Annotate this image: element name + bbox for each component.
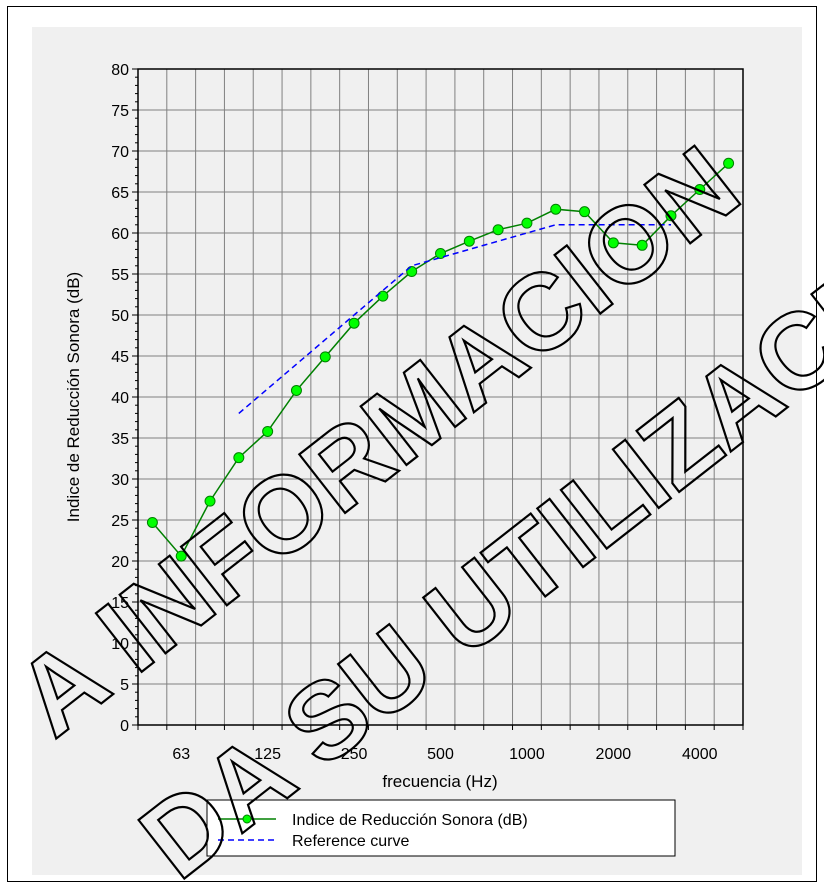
image-frame: 0 5 10 15 20 25 30 35 40 45 50 55 60 65 70 75 80 63 125 25… [7,6,817,882]
y-tick-label: 20 [111,554,129,571]
y-tick-label: 15 [111,595,129,612]
legend: Indice de Reducción Sonora (dB) Referenc… [206,799,676,857]
y-tick-label: 45 [111,349,129,366]
x-tick-label: 500 [427,746,454,763]
legend-label-sound-reduction: Indice de Reducción Sonora (dB) [292,812,528,829]
data-point-sound-reduction [175,550,187,562]
x-tick-label: 4000 [682,746,718,763]
data-point-sound-reduction [204,495,216,507]
data-point-sound-reduction [463,235,475,247]
grid [138,69,743,725]
data-point-sound-reduction [665,210,677,222]
frequency-response-chart: 0 5 10 15 20 25 30 35 40 45 50 55 60 65 70 75 80 63 125 25… [64,62,744,857]
data-point-sound-reduction [521,217,533,229]
x-axis-label: frecuencia (Hz) [382,772,497,791]
y-tick-label: 75 [111,103,129,120]
data-point-sound-reduction [636,239,648,251]
data-point-sound-reduction [550,203,562,215]
legend-label-reference: Reference curve [292,833,409,850]
y-tick-label: 55 [111,267,129,284]
data-point-sound-reduction [262,425,274,437]
data-point-sound-reduction [406,266,418,278]
series-layer [146,157,735,562]
data-point-sound-reduction [435,248,446,259]
y-tick-label: 50 [111,308,129,325]
y-tick-label: 60 [111,226,129,243]
x-tick-label: 63 [172,746,190,763]
y-tick-label: 80 [111,62,129,79]
legend-marker-sound-reduction [242,814,252,824]
y-axis-ticks: 0 5 10 15 20 25 30 35 40 45 50 55 60 65 70 75 80 [111,62,138,735]
y-tick-label: 40 [111,390,129,407]
y-axis-label: Indice de Reducción Sonora (dB) [64,272,83,522]
data-point-sound-reduction [377,290,389,302]
x-tick-label: 250 [341,746,368,763]
series-line-reference [238,224,671,414]
data-point-sound-reduction [492,224,504,236]
series-line-sound-reduction [151,162,730,558]
x-tick-label: 2000 [596,746,632,763]
data-point-sound-reduction [723,157,735,169]
legend-box [206,799,676,857]
data-point-sound-reduction [233,452,245,464]
y-tick-label: 30 [111,472,129,489]
y-tick-label: 10 [111,636,129,653]
x-tick-label: 125 [254,746,281,763]
y-tick-label: 5 [120,677,129,694]
x-axis-ticks: 63 125 250 500 1000 2000 4000 [137,725,744,763]
x-tick-label: 1000 [509,746,545,763]
y-tick-label: 35 [111,431,129,448]
data-point-sound-reduction [579,206,591,218]
y-tick-label: 0 [120,718,129,735]
data-point-sound-reduction [694,184,706,196]
data-point-sound-reduction [348,317,360,329]
data-point-sound-reduction [146,516,158,528]
chart-panel: 0 5 10 15 20 25 30 35 40 45 50 55 60 65 70 75 80 63 125 25… [32,27,802,875]
data-point-sound-reduction [290,384,302,396]
y-tick-label: 70 [111,144,129,161]
data-point-sound-reduction [319,351,331,363]
y-tick-label: 65 [111,185,129,202]
y-tick-label: 25 [111,513,129,530]
data-point-sound-reduction [607,237,619,249]
